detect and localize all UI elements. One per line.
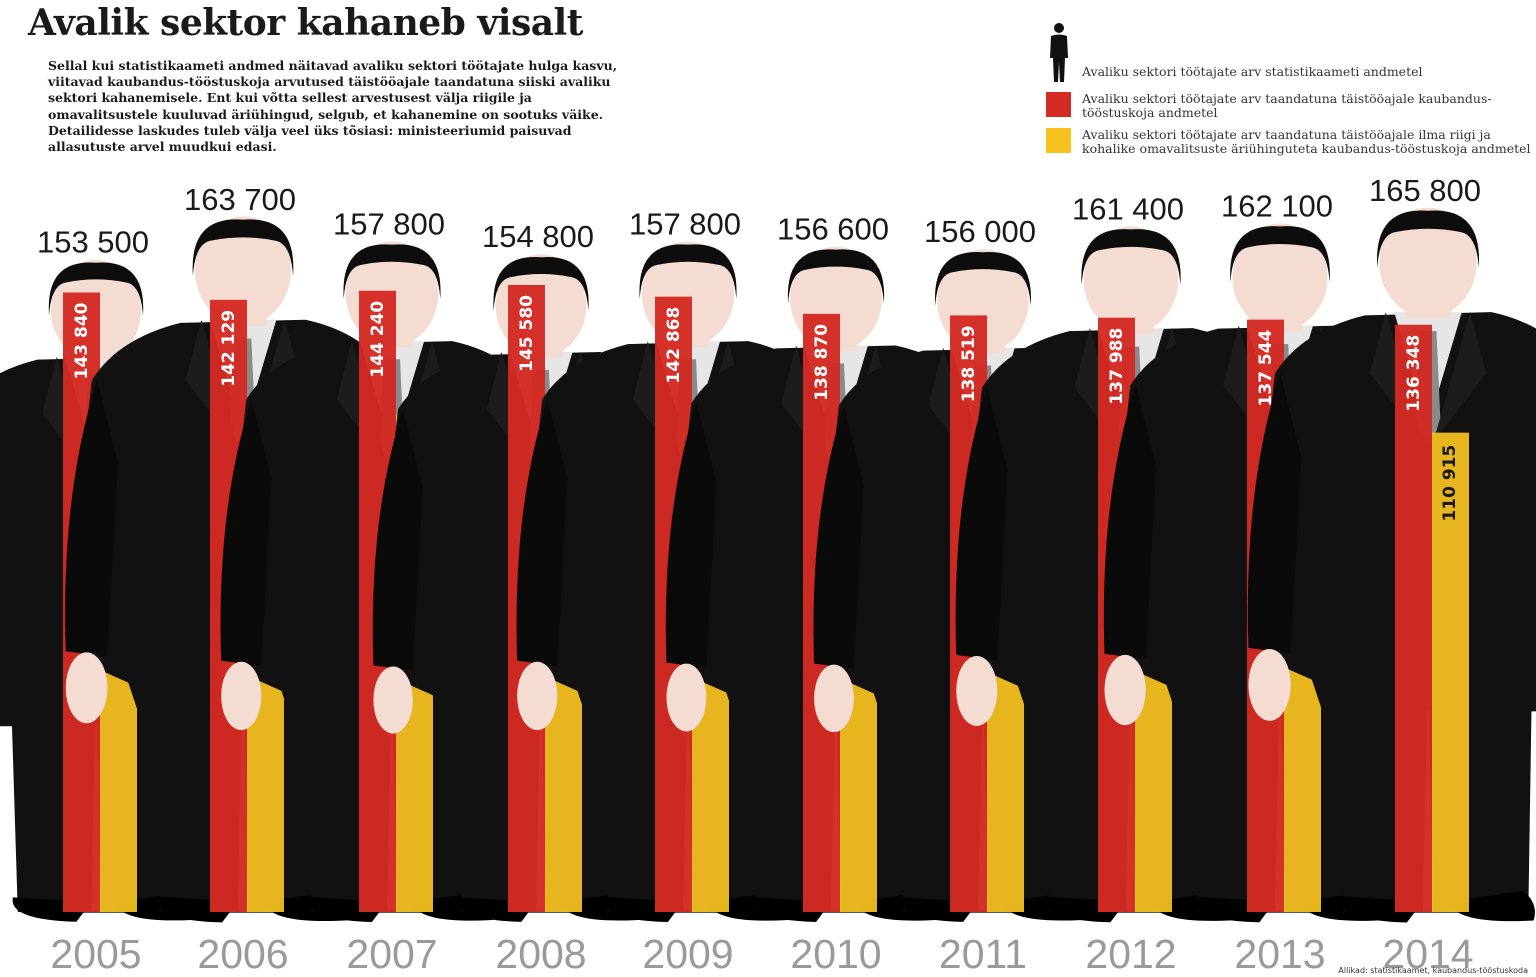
legend-swatch-yellow [1046,128,1071,153]
total-label: 157 800 [333,207,445,242]
total-label: 154 800 [482,219,594,254]
legend-swatch-red [1046,92,1071,117]
bar-yellow [1432,432,1469,912]
year-label: 2011 [939,931,1027,977]
year-label: 2012 [1085,931,1176,977]
total-label: 156 000 [924,214,1036,249]
legend-label-red: Avaliku sektori töötajate arv taandatuna… [1082,91,1492,120]
year-label: 2007 [346,931,437,977]
total-label: 161 400 [1072,191,1184,226]
year-label: 2010 [790,931,881,977]
total-label: 153 500 [37,225,149,260]
total-label: 162 100 [1221,189,1333,224]
legend-item-red: Avaliku sektori töötajate arv taandatuna… [1046,92,1536,122]
bar-red-label: 138 870 [812,324,832,401]
total-label: 163 700 [184,182,296,217]
chart-title: Avalik sektor kahaneb visalt [28,2,583,44]
year-label: 2005 [50,931,141,977]
bar-red-label: 143 840 [72,302,92,379]
legend-item-stat: Avaliku sektori töötajate arv statistika… [1046,22,1536,84]
bar-red-label: 137 988 [1107,328,1127,405]
year-label: 2013 [1234,931,1325,977]
year-label: 2009 [642,931,733,977]
source-note: Allikad: statistikaamet, kaubandus-tööst… [1338,966,1528,975]
bar-red-label: 136 348 [1404,335,1424,412]
total-label: 156 600 [777,212,889,247]
legend-label-yellow: Avaliku sektori töötajate arv taandatuna… [1082,127,1531,156]
bar-red-label: 144 240 [368,301,388,378]
bar-yellow-label: 110 915 [1440,445,1460,522]
bar-red-label: 142 868 [664,307,684,384]
bar-red [1395,324,1432,913]
bar-red-label: 142 129 [219,310,239,387]
bar-red-label: 145 580 [517,295,537,372]
person-icon [1050,23,1068,82]
total-label: 165 800 [1369,173,1481,208]
bar-red-label: 138 519 [959,325,979,402]
bar-red-label: 137 544 [1256,329,1276,406]
total-label: 157 800 [629,207,741,242]
intro-text: Sellal kui statistikaameti andmed näitav… [48,58,618,155]
year-label: 2006 [197,931,288,977]
legend-item-yellow: Avaliku sektori töötajate arv taandatuna… [1046,128,1536,158]
year-label: 2008 [495,931,586,977]
legend-label-stat: Avaliku sektori töötajate arv statistika… [1082,64,1423,79]
year-label: 2014 [1382,931,1473,977]
